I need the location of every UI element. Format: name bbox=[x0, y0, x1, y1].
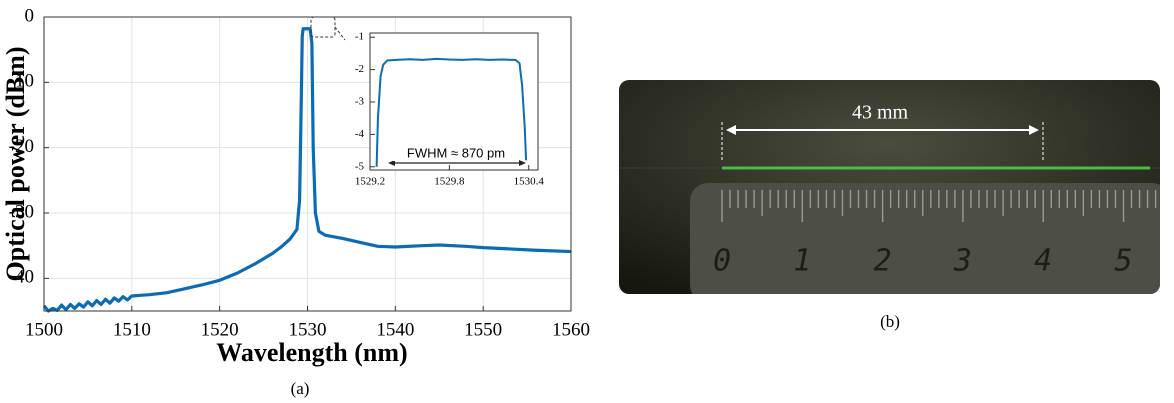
zoom-box bbox=[310, 16, 336, 38]
x-tick-label: 1560 bbox=[552, 319, 590, 340]
y-tick-label: -2 bbox=[355, 63, 364, 75]
x-tick-label: 1550 bbox=[464, 319, 502, 340]
length-label: 43 mm bbox=[852, 102, 909, 124]
ruler bbox=[690, 183, 1160, 294]
y-tick-label: 0 bbox=[25, 5, 35, 26]
plot-frame bbox=[369, 32, 539, 171]
y-tick-label: -3 bbox=[355, 96, 365, 108]
photo: 0123456 bbox=[619, 80, 1160, 294]
caption: (a) bbox=[291, 379, 310, 398]
x-axis-label: Wavelength (nm) bbox=[216, 338, 407, 367]
y-tick-label: -1 bbox=[355, 31, 364, 43]
ruler-number: 4 bbox=[1034, 244, 1052, 279]
data-line bbox=[42, 27, 572, 313]
y-tick-label: -30 bbox=[9, 201, 34, 222]
annotation-bg bbox=[393, 146, 519, 161]
x-tick-label: 1529.8 bbox=[434, 176, 465, 188]
y-tick-label: -40 bbox=[9, 267, 34, 288]
zoom-link bbox=[334, 26, 346, 41]
ruler-number: 5 bbox=[1114, 244, 1132, 279]
ruler-number: 0 bbox=[713, 244, 731, 279]
caption: (b) bbox=[880, 312, 900, 331]
x-tick-label: 1500 bbox=[25, 319, 63, 340]
data-line bbox=[375, 57, 528, 167]
fwhm-label: FWHM ≈ 870 pm bbox=[407, 145, 505, 160]
ruler-number: 2 bbox=[874, 244, 892, 279]
y-tick-label: -10 bbox=[9, 71, 34, 92]
x-tick-label: 1510 bbox=[113, 319, 151, 340]
x-tick-label: 1530.4 bbox=[514, 176, 545, 188]
y-tick-label: -5 bbox=[355, 160, 365, 172]
plot-frame bbox=[43, 16, 572, 312]
y-axis-label: Optical power (dBm) bbox=[1, 47, 30, 282]
y-tick-label: -4 bbox=[355, 128, 365, 140]
y-tick-label: -20 bbox=[9, 136, 34, 157]
ruler-number: 3 bbox=[953, 244, 972, 279]
ruler-number: 1 bbox=[793, 244, 811, 279]
x-tick-label: 1540 bbox=[376, 319, 414, 340]
x-tick-label: 1529.2 bbox=[355, 176, 385, 188]
x-tick-label: 1520 bbox=[201, 319, 239, 340]
x-tick-label: 1530 bbox=[289, 319, 327, 340]
